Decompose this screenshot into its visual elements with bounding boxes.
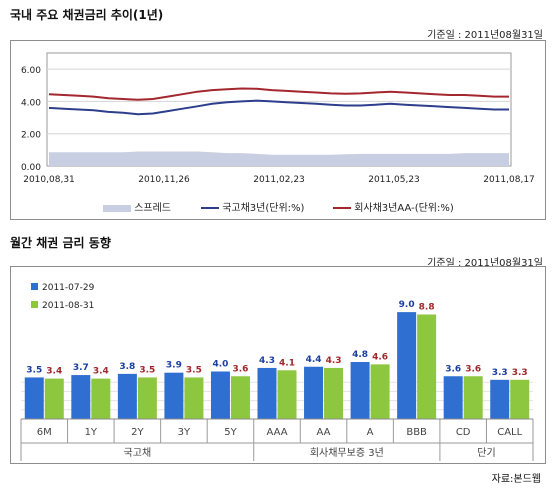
bar-3Y-d1 [164, 372, 184, 419]
top-chart-panel: 0.00 2.00 4.00 6.00 2010,08,31 2010,11,26 2011… [10, 40, 546, 220]
x-tick-label: 2011,08,17 [483, 175, 535, 185]
group-label-2: 단기 [477, 447, 495, 459]
bar-2Y-d1 [117, 373, 137, 419]
group-label-1: 회사채무보증 3년 [310, 447, 384, 459]
bottom-chart-title: 월간 채권 금리 동향 [10, 236, 111, 250]
data-label-CD-d2: 3.6 [465, 364, 481, 374]
bar-CD-d1 [443, 376, 463, 419]
bottom-chart-panel: 2011-07-29 2011-08-31 3.5 3.4 6M 3.7 3.4 1Y 3.8 3… [10, 266, 546, 464]
legend-corp: 회사채3년AA-(단위:%) [333, 199, 454, 214]
plot-area [46, 52, 512, 167]
category-label-BBB: BBB [406, 427, 427, 438]
bar-5Y-d2 [230, 376, 250, 419]
bar-AAA-d1 [257, 367, 277, 419]
legend-corp-swatch [333, 207, 351, 209]
data-label-BBB-d1: 9.0 [399, 300, 415, 310]
data-label-2Y-d2: 3.5 [139, 365, 155, 375]
data-label-CALL-d1: 3.3 [492, 368, 508, 378]
data-label-AA-d1: 4.4 [306, 355, 322, 365]
category-label-AA: AA [317, 427, 331, 438]
data-label-BBB-d2: 8.8 [419, 303, 435, 313]
bar-CALL-d1 [490, 379, 510, 419]
legend-gov-label: 국고채3년(단위:%) [222, 203, 305, 214]
category-label-5Y: 5Y [224, 427, 237, 438]
series-corp-line [48, 87, 509, 101]
x-tick-label: 2010,11,26 [138, 175, 190, 185]
data-label-AAA-d1: 4.3 [259, 356, 275, 366]
bar-chart: 2011-07-29 2011-08-31 3.5 3.4 6M 3.7 3.4 1Y 3.8 3… [20, 283, 534, 461]
data-label-A-d1: 4.8 [352, 350, 368, 360]
category-label-CALL: CALL [497, 427, 522, 438]
data-label-CD-d1: 3.6 [445, 364, 461, 374]
bar-6M-d1 [24, 377, 44, 419]
top-chart-title: 국내 주요 채권금리 추이(1년) [10, 8, 164, 22]
data-label-5Y-d2: 3.6 [232, 364, 248, 374]
x-tick-label: 2011,05,23 [368, 175, 420, 185]
legend-spread: 스프레드 [103, 199, 171, 214]
x-tick-label: 2011,02,23 [253, 175, 305, 185]
data-label-A-d2: 4.6 [372, 352, 388, 362]
category-label-2Y: 2Y [131, 427, 144, 438]
y-tick-label: 6.00 [21, 66, 41, 76]
legend-d1-swatch [31, 283, 38, 290]
bar-1Y-d1 [71, 375, 91, 419]
category-label-AAA: AAA [266, 427, 287, 438]
legend-spread-swatch [103, 204, 131, 212]
category-label-3Y: 3Y [178, 427, 191, 438]
data-label-2Y-d1: 3.8 [119, 362, 135, 372]
data-label-AAA-d2: 4.1 [279, 358, 295, 368]
data-label-1Y-d2: 3.4 [93, 367, 109, 377]
bar-CALL-d2 [510, 379, 530, 419]
bar-A-d1 [350, 362, 370, 419]
legend-gov: 국고채3년(단위:%) [201, 199, 304, 214]
bar-BBB-d1 [397, 312, 417, 419]
category-label-A: A [367, 427, 374, 438]
category-label-CD: CD [456, 427, 471, 438]
legend-gov-swatch [201, 207, 219, 209]
legend-d2-swatch [31, 301, 38, 308]
bar-AA-d1 [304, 366, 324, 419]
legend-d2-label: 2011-08-31 [42, 301, 94, 311]
category-label-1Y: 1Y [85, 427, 98, 438]
bar-5Y-d1 [210, 371, 230, 419]
category-label-6M: 6M [37, 427, 52, 438]
top-base-date: 기준일 : 2011년08월31일 [427, 30, 543, 41]
y-tick-label: 0.00 [21, 163, 41, 173]
bar-AA-d2 [324, 367, 344, 419]
bar-6M-d2 [44, 378, 64, 419]
legend-d1-label: 2011-07-29 [42, 283, 95, 293]
data-label-3Y-d2: 3.5 [186, 365, 202, 375]
bar-CD-d2 [463, 376, 483, 419]
data-label-5Y-d1: 4.0 [212, 360, 228, 370]
data-label-3Y-d1: 3.9 [166, 361, 182, 371]
series-gov-line [48, 99, 509, 116]
data-label-1Y-d1: 3.7 [73, 363, 89, 373]
group-label-0: 국고채 [124, 447, 152, 459]
bar-BBB-d2 [417, 314, 437, 419]
x-tick-label: 2010,08,31 [23, 175, 75, 185]
data-label-6M-d2: 3.4 [46, 367, 62, 377]
bar-1Y-d2 [91, 378, 111, 419]
source-note: 자료:본드웹 [491, 474, 541, 485]
data-label-AA-d2: 4.3 [326, 356, 342, 366]
bar-AAA-d2 [277, 370, 297, 419]
bottom-base-date: 기준일 : 2011년08월31일 [427, 258, 543, 269]
y-tick-label: 2.00 [21, 131, 41, 141]
data-label-CALL-d2: 3.3 [512, 368, 528, 378]
legend-spread-label: 스프레드 [134, 203, 171, 214]
series-spread-area [49, 151, 509, 166]
bar-3Y-d2 [184, 377, 204, 419]
bar-2Y-d2 [137, 377, 157, 419]
line-chart: 0.00 2.00 4.00 6.00 2010,08,31 2010,11,26 2011… [21, 52, 535, 185]
y-tick-label: 4.00 [21, 98, 41, 108]
legend-corp-label: 회사채3년AA-(단위:%) [354, 203, 454, 214]
data-label-6M-d1: 3.5 [26, 365, 42, 375]
bar-A-d2 [370, 364, 390, 419]
